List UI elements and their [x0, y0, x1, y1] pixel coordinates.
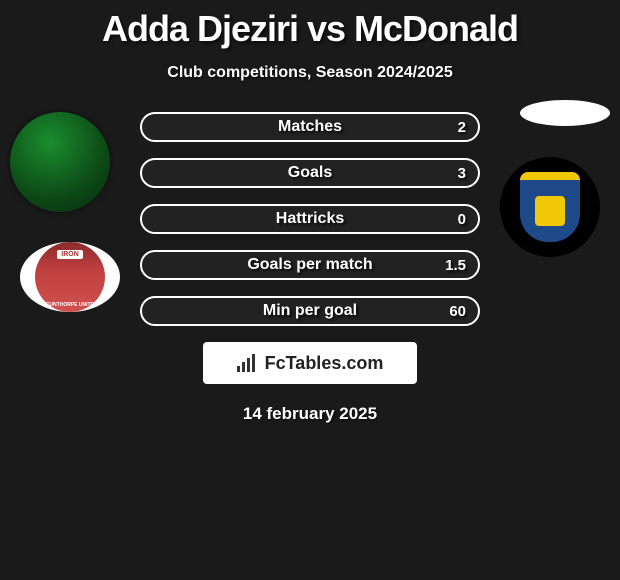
logo-text: FcTables.com [265, 353, 384, 374]
source-logo: FcTables.com [203, 342, 417, 384]
club-left-banner: IRON [57, 250, 83, 259]
stat-row-hattricks: Hattricks 0 [140, 204, 480, 234]
stat-label: Goals per match [247, 256, 372, 274]
stat-right-value: 60 [449, 303, 466, 320]
stat-label: Hattricks [276, 210, 344, 228]
date-label: 14 february 2025 [0, 404, 620, 424]
player-left-avatar [10, 112, 110, 212]
stat-rows: Matches 2 Goals 3 Hattricks 0 Goals per … [140, 112, 480, 342]
page-title: Adda Djeziri vs McDonald [0, 0, 620, 50]
subtitle: Club competitions, Season 2024/2025 [0, 64, 620, 82]
stat-right-value: 1.5 [445, 257, 466, 274]
stat-label: Matches [278, 118, 342, 136]
stat-right-value: 3 [458, 165, 466, 182]
club-right-badge [500, 157, 600, 257]
stat-label: Goals [288, 164, 332, 182]
club-left-name: SCUNTHORPE UNITED [42, 303, 97, 308]
stat-row-goals-per-match: Goals per match 1.5 [140, 250, 480, 280]
stat-right-value: 0 [458, 211, 466, 228]
club-left-badge: IRON SCUNTHORPE UNITED [20, 242, 120, 312]
chart-icon [237, 354, 259, 372]
player-right-avatar [520, 100, 610, 126]
stat-row-goals: Goals 3 [140, 158, 480, 188]
stat-label: Min per goal [263, 302, 357, 320]
stat-row-min-per-goal: Min per goal 60 [140, 296, 480, 326]
stat-right-value: 2 [458, 119, 466, 136]
stat-row-matches: Matches 2 [140, 112, 480, 142]
